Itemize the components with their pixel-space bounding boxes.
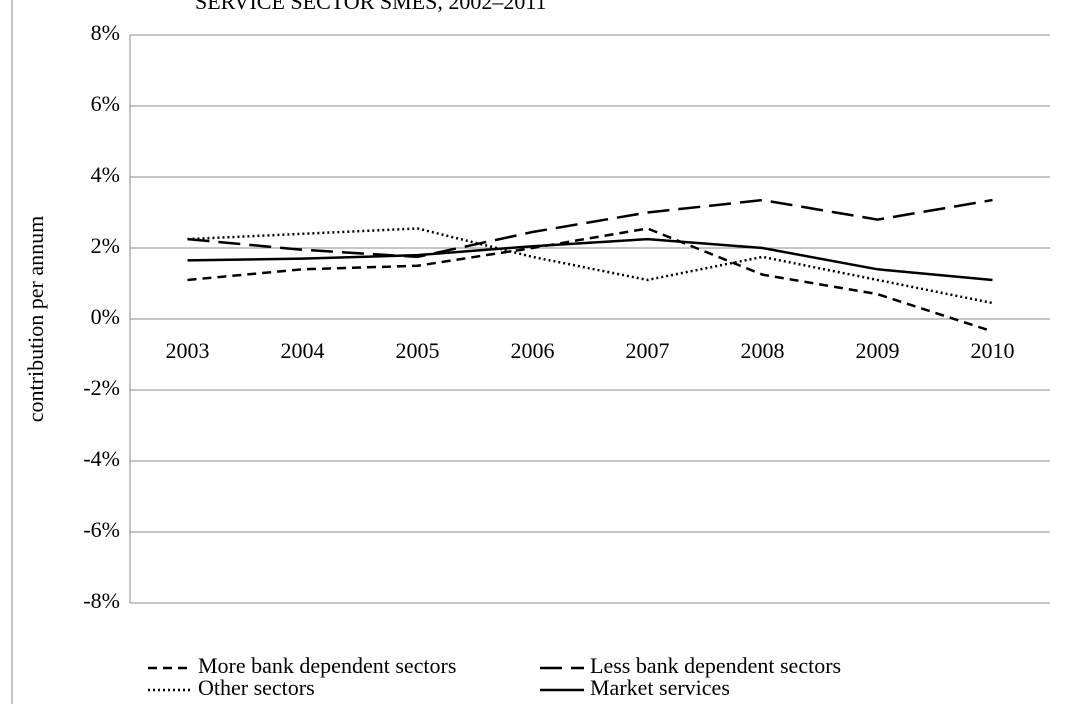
y-tick-label: -4% bbox=[83, 446, 120, 471]
x-tick-label: 2005 bbox=[396, 338, 440, 363]
x-tick-label: 2009 bbox=[856, 338, 900, 363]
series-line bbox=[187, 237, 993, 282]
legend-label: Other sectors bbox=[198, 675, 315, 700]
x-tick-label: 2006 bbox=[511, 338, 555, 363]
y-tick-label: 2% bbox=[91, 233, 120, 258]
x-tick-label: 2007 bbox=[626, 338, 670, 363]
y-tick-label: -2% bbox=[83, 375, 120, 400]
legend-label: More bank dependent sectors bbox=[198, 653, 456, 678]
x-tick-label: 2004 bbox=[281, 338, 325, 363]
y-tick-label: -8% bbox=[83, 588, 120, 613]
y-tick-label: 6% bbox=[91, 91, 120, 116]
series-line bbox=[187, 227, 993, 333]
chart-frame bbox=[11, 0, 13, 704]
x-tick-label: 2010 bbox=[971, 338, 1015, 363]
y-tick-label: 8% bbox=[91, 20, 120, 45]
legend-label: Less bank dependent sectors bbox=[590, 653, 841, 678]
y-axis-label: contribution per annum bbox=[23, 216, 48, 423]
chart-title: SERVICE SECTOR SMES, 2002–2011 bbox=[195, 0, 547, 14]
legend-label: Market services bbox=[590, 675, 730, 700]
y-tick-label: 4% bbox=[91, 162, 120, 187]
y-tick-label: -6% bbox=[83, 517, 120, 542]
series-line bbox=[187, 227, 993, 305]
x-tick-label: 2008 bbox=[741, 338, 785, 363]
x-tick-label: 2003 bbox=[166, 338, 210, 363]
y-tick-label: 0% bbox=[91, 304, 120, 329]
series-line bbox=[187, 198, 993, 259]
